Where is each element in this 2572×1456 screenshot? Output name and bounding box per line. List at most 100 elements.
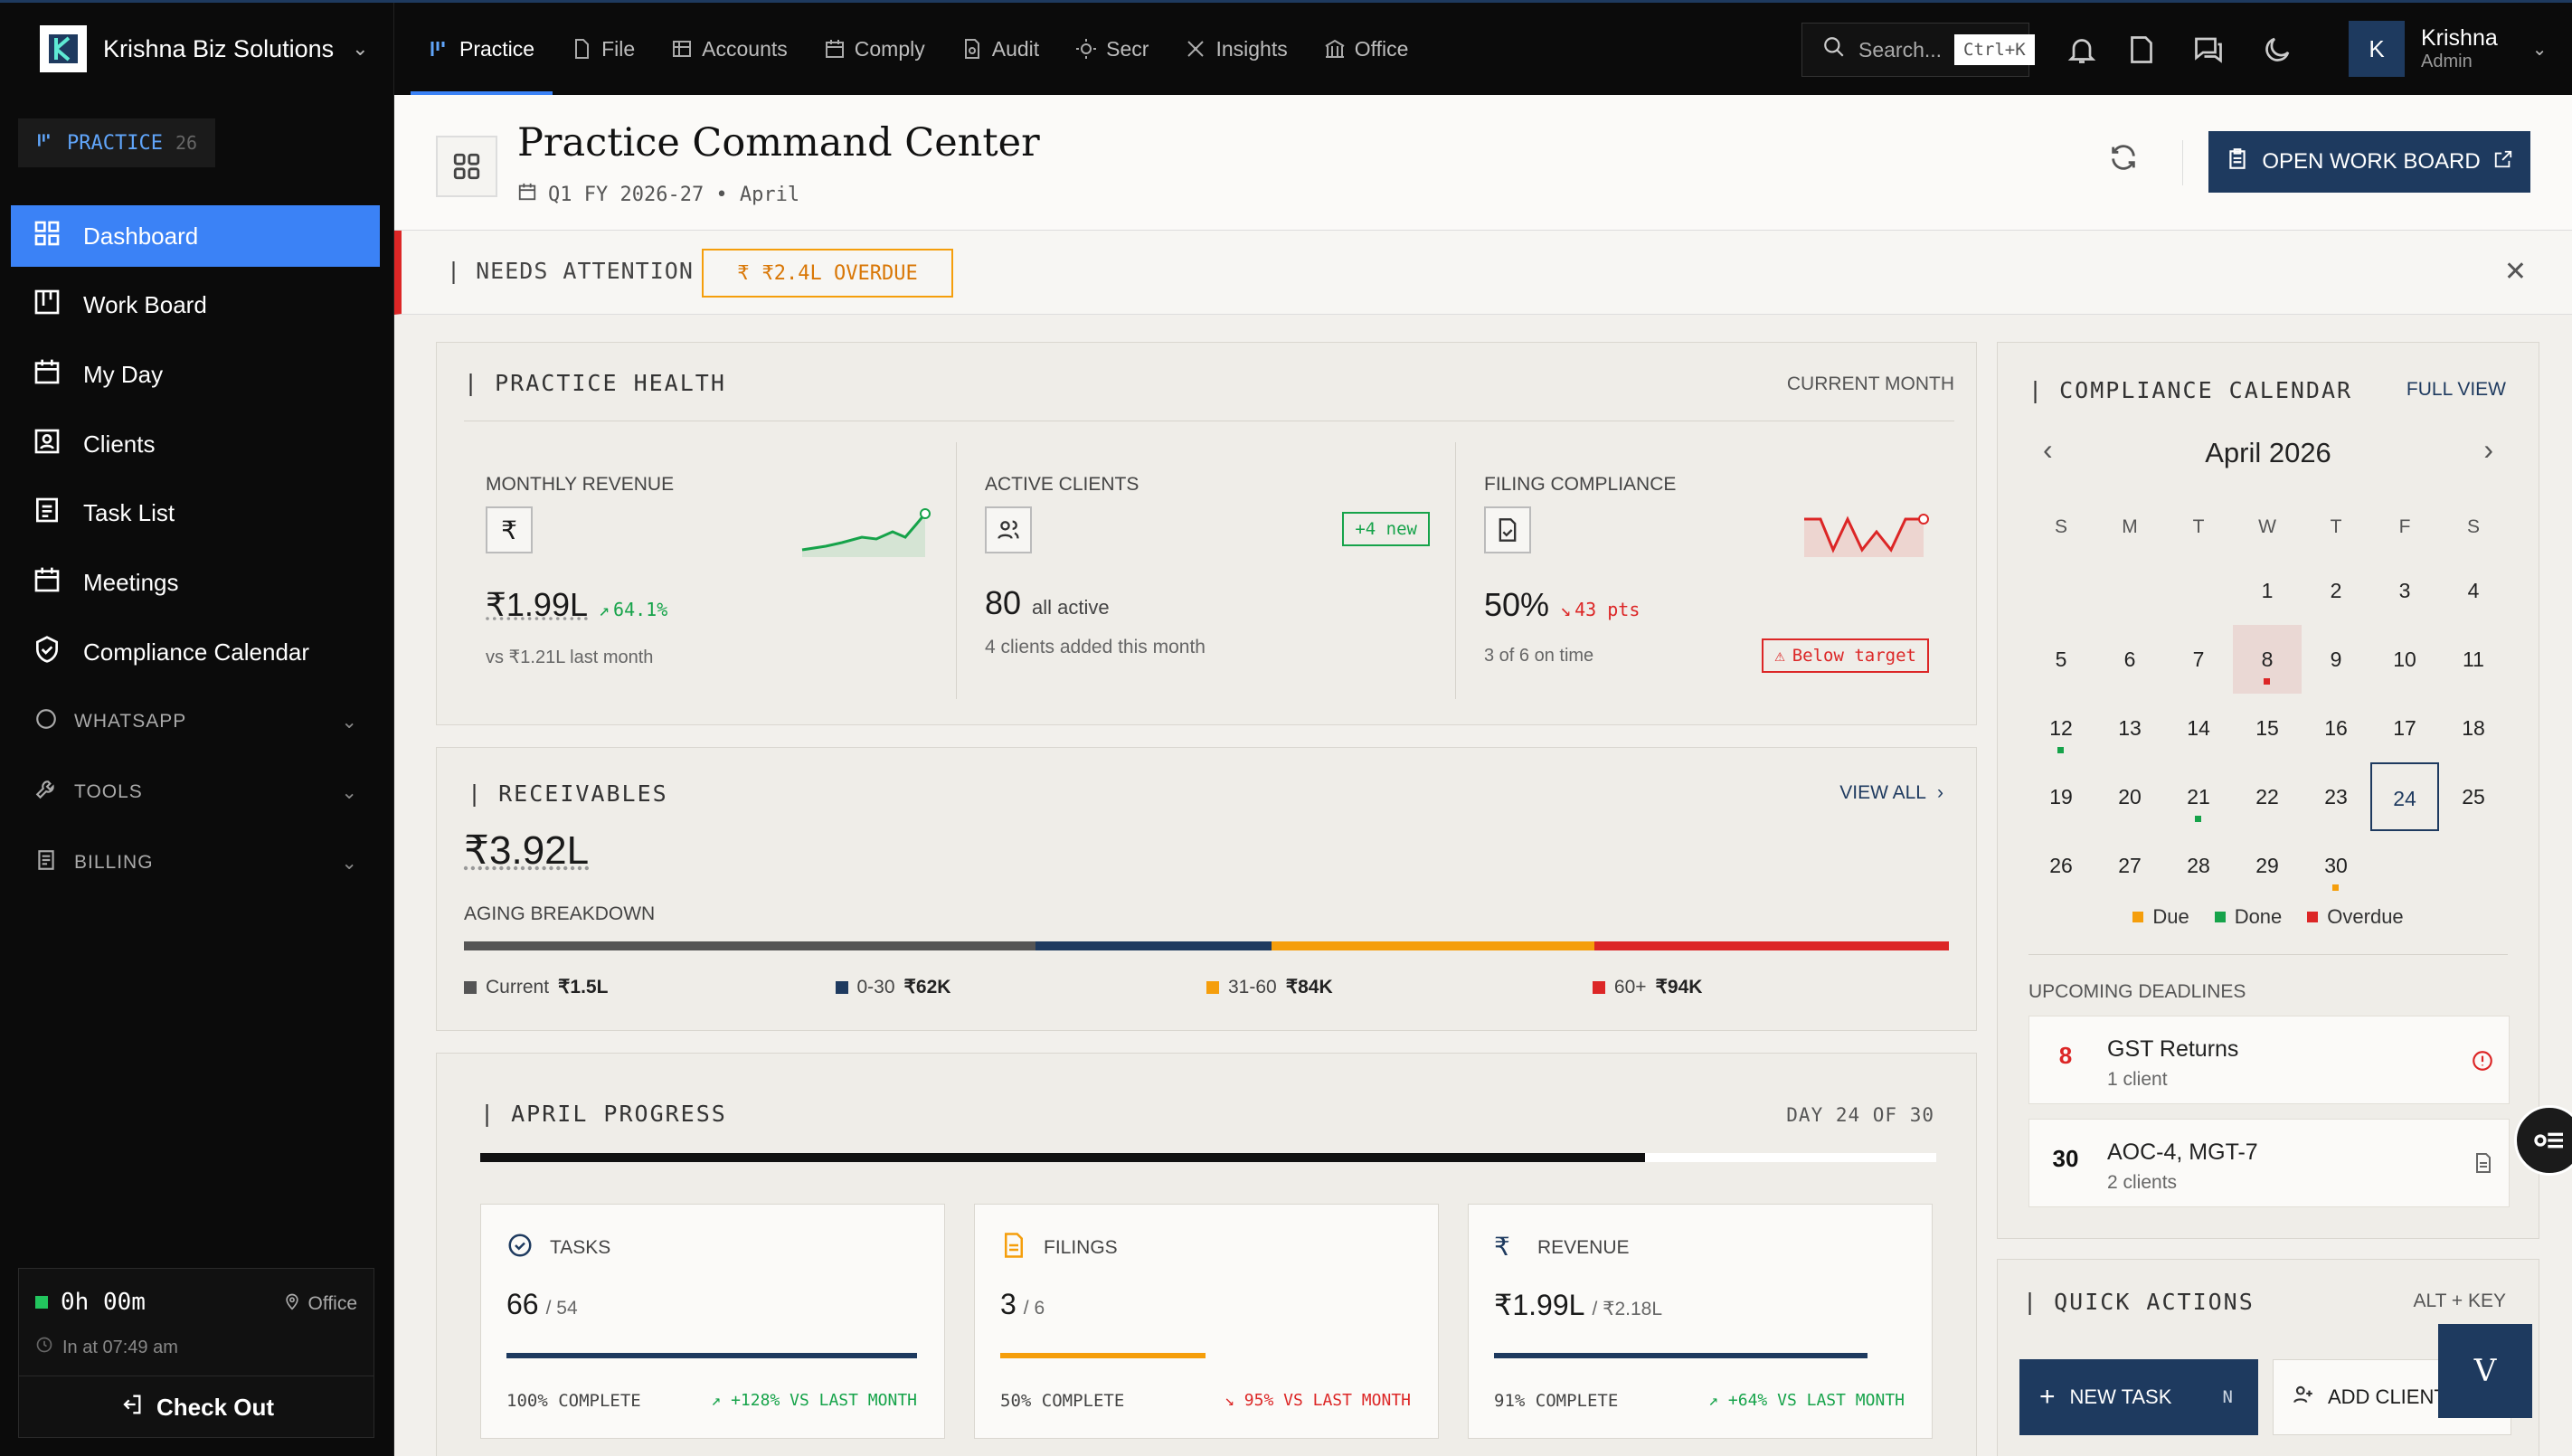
add-client-label: ADD CLIENT	[2328, 1385, 2446, 1408]
calendar-day[interactable]: 10	[2393, 648, 2416, 671]
calendar-day[interactable]: 19	[2049, 785, 2073, 808]
calendar-day[interactable]: 1	[2261, 579, 2274, 602]
calendar-day[interactable]: 17	[2393, 716, 2416, 740]
nav-comply[interactable]: Comply	[806, 3, 943, 95]
calendar-day[interactable]: 26	[2049, 854, 2073, 877]
calendar-day[interactable]: 21	[2164, 762, 2233, 831]
sidebar-item-compliance-calendar[interactable]: Compliance Calendar	[11, 621, 380, 683]
calendar-day[interactable]: 18	[2462, 716, 2485, 740]
rupee-icon: ₹	[1494, 1233, 1510, 1261]
chevron-down-icon: ⌄	[341, 711, 358, 733]
calendar-day[interactable]: 29	[2255, 854, 2279, 877]
chevron-right-icon[interactable]: ›	[2483, 433, 2493, 466]
progress-card-label: REVENUE	[1537, 1237, 1630, 1258]
calendar-day[interactable]: 13	[2118, 716, 2142, 740]
chevron-down-icon: ⌄	[352, 37, 369, 60]
list-icon	[2534, 1132, 2563, 1149]
calendar-day[interactable]: 27	[2118, 854, 2142, 877]
calendar-day[interactable]: 23	[2324, 785, 2348, 808]
search-icon	[1822, 35, 1846, 64]
kanban-icon	[36, 131, 54, 155]
calendar-day[interactable]: 28	[2187, 854, 2210, 877]
calendar-marker-due	[2332, 884, 2339, 891]
sidebar-item-task-list[interactable]: Task List	[11, 482, 380, 544]
search-input[interactable]: Search... Ctrl+K	[1801, 23, 2035, 77]
chat-icon[interactable]	[2192, 33, 2225, 66]
full-view-link[interactable]: FULL VIEW	[2406, 379, 2506, 400]
calendar-day[interactable]: 20	[2118, 785, 2142, 808]
calendar-day[interactable]: 11	[2463, 648, 2484, 671]
nav-insights[interactable]: Insights	[1167, 3, 1305, 95]
open-work-board-button[interactable]: OPEN WORK BOARD	[2208, 131, 2530, 193]
calendar-day[interactable]: 5	[2055, 648, 2067, 671]
revenue-change: 64.1%	[613, 599, 668, 620]
calendar-day[interactable]: 14	[2187, 716, 2210, 740]
file-text-icon	[1000, 1232, 1027, 1263]
card-title-text: APRIL PROGRESS	[511, 1101, 727, 1127]
nav-audit[interactable]: Audit	[943, 3, 1057, 95]
calendar-day[interactable]: 7	[2192, 648, 2205, 671]
nav-accounts[interactable]: Accounts	[653, 3, 806, 95]
sidebar-group-billing[interactable]: BILLING ⌄	[11, 836, 380, 890]
overdue-pill[interactable]: ₹ ₹2.4L OVERDUE	[702, 249, 953, 298]
chevron-down-icon: ⌄	[2531, 39, 2548, 60]
new-task-button[interactable]: + NEW TASK N	[2019, 1359, 2258, 1435]
sidebar-group-whatsapp[interactable]: WHATSAPP ⌄	[11, 695, 380, 749]
calendar-day[interactable]: 16	[2324, 716, 2348, 740]
aging-segment	[1272, 941, 1594, 950]
aging-bucket-label: 31-60	[1228, 976, 1277, 997]
calendar-day[interactable]: 4	[2467, 579, 2480, 602]
close-icon[interactable]: ✕	[2503, 257, 2527, 287]
sidebar-item-meetings[interactable]: Meetings	[11, 552, 380, 613]
calendar-day[interactable]: 12	[2027, 694, 2095, 762]
floating-task-button[interactable]	[2514, 1105, 2572, 1176]
nav-label: Practice	[459, 36, 535, 61]
sidebar-item-work-board[interactable]: Work Board	[11, 274, 380, 336]
user-menu[interactable]: K Krishna Admin ⌄	[2349, 21, 2548, 77]
document-icon[interactable]	[2125, 33, 2158, 66]
aging-bucket-value: ₹84K	[1285, 977, 1333, 997]
calendar-day[interactable]: 9	[2330, 648, 2342, 671]
moon-icon[interactable]	[2261, 33, 2293, 66]
nav-secr[interactable]: Secr	[1057, 3, 1167, 95]
refresh-icon[interactable]	[2108, 142, 2144, 178]
org-switcher[interactable]: Krishna Biz Solutions ⌄	[0, 3, 394, 95]
calendar-day[interactable]: 22	[2255, 785, 2279, 808]
map-pin-icon	[283, 1292, 301, 1316]
sidebar-item-clients[interactable]: Clients	[11, 413, 380, 475]
trend-up-icon: ↗	[711, 1391, 732, 1410]
calendar-day[interactable]: 15	[2255, 716, 2279, 740]
calendar-day[interactable]: 30	[2302, 831, 2370, 900]
sidebar-item-dashboard[interactable]: Dashboard	[11, 205, 380, 267]
legend-swatch	[1206, 980, 1219, 994]
chevron-left-icon[interactable]: ‹	[2043, 433, 2053, 466]
deadline-sub: 2 clients	[2107, 1172, 2178, 1193]
legend-label: Due	[2152, 905, 2189, 928]
bell-icon[interactable]	[2066, 33, 2098, 66]
april-progress-card: | APRIL PROGRESS DAY 24 OF 30 TASKS 66 / 5…	[436, 1053, 1977, 1456]
sidebar-item-my-day[interactable]: My Day	[11, 344, 380, 405]
calendar-day-today[interactable]: 24	[2370, 762, 2439, 831]
user-name: Krishna	[2421, 25, 2498, 51]
view-all-link[interactable]: VIEW ALL ›	[1839, 782, 1943, 804]
sidebar-group-tools[interactable]: TOOLS ⌄	[11, 765, 380, 819]
section-label: PRACTICE	[67, 131, 163, 155]
progress-card-target: / ₹2.18L	[1592, 1299, 1663, 1319]
legend-swatch	[2307, 912, 2319, 922]
calendar-day[interactable]: 3	[2398, 579, 2411, 602]
clients-value-row: 80 all active	[985, 584, 1110, 622]
nav-file[interactable]: File	[553, 3, 653, 95]
calendar-day[interactable]: 2	[2330, 579, 2342, 602]
nav-practice[interactable]: Practice	[411, 3, 553, 95]
calendar-day[interactable]: 8	[2233, 625, 2302, 694]
metric-label: MONTHLY REVENUE	[486, 474, 675, 495]
calendar-day[interactable]: 6	[2123, 648, 2136, 671]
check-out-button[interactable]: Check Out	[19, 1376, 374, 1439]
calendar-day[interactable]: 25	[2462, 785, 2485, 808]
nav-office[interactable]: Office	[1306, 3, 1427, 95]
calendar-icon	[824, 38, 846, 60]
floating-assistant-button[interactable]: V	[2438, 1324, 2532, 1418]
calendar-month: April 2026	[2205, 437, 2331, 468]
deadline-item[interactable]: 8 GST Returns 1 client	[2028, 1016, 2510, 1104]
deadline-item[interactable]: 30 AOC-4, MGT-7 2 clients	[2028, 1119, 2510, 1207]
